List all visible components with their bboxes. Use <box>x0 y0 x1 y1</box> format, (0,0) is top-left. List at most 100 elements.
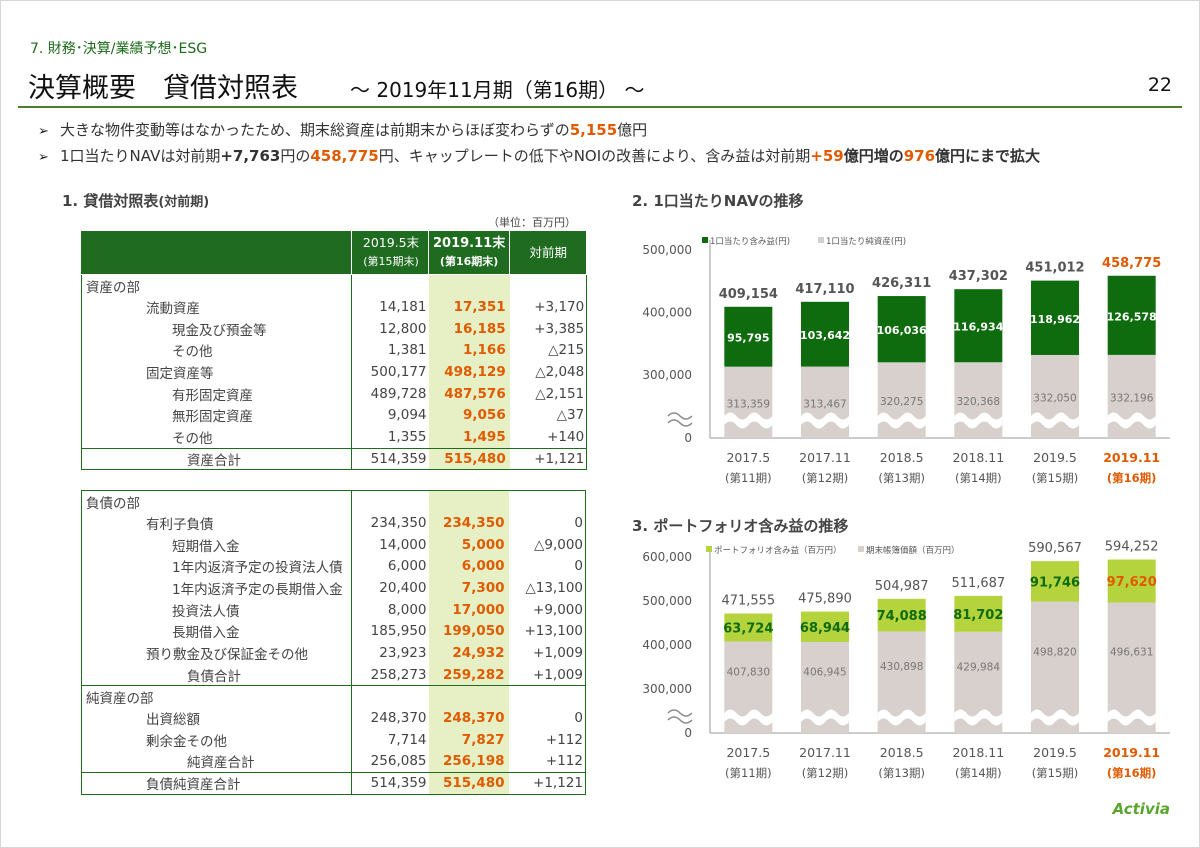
bar-top-segment <box>801 611 849 642</box>
bullet-text: 976 <box>903 147 936 165</box>
diff-value: △215 <box>509 339 588 362</box>
current-value: 5,000 <box>428 533 509 556</box>
bar-total-label: 426,311 <box>872 276 931 291</box>
table-row: 負債純資産合計 514,359 515,480 +1,121 <box>81 771 586 795</box>
current-value: 259,282 <box>428 664 509 686</box>
x-tick-label: 2017.11 <box>799 450 851 465</box>
section-label: 7. 財務･決算/業績予想･ESG <box>30 41 208 57</box>
bar-top-segment <box>1107 275 1156 355</box>
legend-swatch <box>706 546 712 552</box>
x-tick-sublabel: (第11期) <box>725 471 772 485</box>
prev-value: 514,359 <box>351 771 429 795</box>
bar-break-mark <box>877 709 926 726</box>
current-value: 515,480 <box>428 447 510 471</box>
header-cur-label: 2019.11末 <box>433 235 506 251</box>
current-value: 17,351 <box>428 296 510 318</box>
prev-value: 7,714 <box>351 729 429 751</box>
row-label: 純資産の部 <box>81 685 352 708</box>
bar-total-label: 437,302 <box>949 269 1008 284</box>
x-tick-sublabel: (第14期) <box>955 766 1002 780</box>
current-value: 498,129 <box>428 361 510 383</box>
bullet-arrow-icon: ➢ <box>38 150 49 165</box>
row-label: 短期借入金 <box>81 533 352 556</box>
row-label: 投資法人債 <box>81 598 352 621</box>
x-tick-label: 2018.5 <box>880 450 924 465</box>
bar-base-label: 429,984 <box>957 661 1001 673</box>
page-title: 決算概要 貸借対照表 <box>28 73 298 104</box>
bullet-text: 億円にまで拡大 <box>935 147 1041 165</box>
page-subtitle: ～ 2019年11月期（第16期） ～ <box>350 78 645 102</box>
portfolio-chart: 600,000 500,000 400,000 300,000 0 ポートフォリオ含み益（… <box>642 540 1170 780</box>
bullet-text: 5,155 <box>569 121 618 139</box>
prev-value: 8,000 <box>351 598 429 621</box>
bullet-text: 円の <box>280 147 311 165</box>
header-diff: 対前期 <box>509 230 588 275</box>
row-label: 剰余金その他 <box>81 729 352 751</box>
summary-bullet: ➢ 大きな物件変動等はなかったため、期末総資産は前期末からほぼ変わらずの5,155… <box>38 117 1040 143</box>
bar-total-label: 504,987 <box>875 579 929 594</box>
diff-value: △37 <box>509 404 588 427</box>
bullet-text: 1口当たりNAVは対前期 <box>60 147 221 165</box>
prev-value: 256,085 <box>351 750 429 773</box>
legend-swatch <box>858 546 864 552</box>
nav-heading: 2. 1口当たりNAVの推移 <box>632 192 804 210</box>
bullet-arrow-icon: ➢ <box>38 124 49 139</box>
table-row: その他 1,381 1,166 △215 <box>81 339 588 362</box>
y-tick-label: 0 <box>684 431 692 445</box>
diff-value <box>508 490 586 513</box>
legend-swatch <box>702 237 708 243</box>
bar-top-segment <box>954 595 1003 632</box>
table-row: 純資産合計 256,085 256,198 +112 <box>81 750 586 773</box>
header-prev: 2019.5末 (第15期末) <box>351 230 429 275</box>
table-row: 預り敷金及び保証金その他 23,923 24,932 +1,009 <box>81 642 586 664</box>
bar-base-label: 498,820 <box>1033 646 1076 658</box>
axis-break-icon <box>667 412 693 420</box>
prev-value: 20,400 <box>351 577 429 599</box>
bar-base-label: 320,275 <box>880 396 923 408</box>
diff-value <box>509 274 588 297</box>
table-row: 投資法人債 8,000 17,000 +9,000 <box>81 598 586 621</box>
x-tick-sublabel: (第15期) <box>1032 766 1079 780</box>
bar-break-mark <box>724 709 773 726</box>
x-tick-sublabel: (第16期) <box>1107 471 1157 485</box>
bar-top-label: 106,036 <box>877 324 927 337</box>
diff-value <box>508 685 586 708</box>
bar-base-label: 320,368 <box>957 396 1000 408</box>
table-heading: 1. 貸借対照表(対前期) <box>62 190 209 211</box>
x-tick-sublabel: (第16期) <box>1107 766 1157 780</box>
table-row: 現金及び預金等 12,800 16,185 +3,385 <box>81 317 588 340</box>
prev-value: 6,000 <box>351 555 429 578</box>
prev-value: 500,177 <box>351 361 429 383</box>
bar-top-label: 91,746 <box>1030 575 1080 590</box>
x-tick-label: 2018.11 <box>952 450 1004 465</box>
prev-value: 23,923 <box>351 642 429 664</box>
prev-value: 1,355 <box>351 426 429 448</box>
row-label: 負債純資産合計 <box>81 771 352 795</box>
table-header-row: 2019.5末 (第15期末) 2019.11末 (第16期末) 対前期 <box>81 230 588 275</box>
diff-value: +1,009 <box>508 642 586 664</box>
table-heading-note: (対前期) <box>158 195 210 210</box>
row-label: その他 <box>81 426 352 448</box>
x-tick-sublabel: (第13期) <box>878 471 925 485</box>
prev-value: 14,000 <box>351 533 429 556</box>
bar-base-label: 406,945 <box>803 666 846 678</box>
bar-base-label: 430,898 <box>880 661 923 673</box>
bar-top-label: 95,795 <box>727 332 769 345</box>
row-label: 資産の部 <box>81 274 352 297</box>
bar-top-segment <box>801 301 849 367</box>
table-row: 1年内返済予定の投資法人債 6,000 6,000 0 <box>81 555 586 578</box>
current-value: 256,198 <box>428 750 509 773</box>
table-row: 資産の部 <box>81 274 588 297</box>
bar-top-label: 118,962 <box>1030 313 1080 326</box>
axis-break-icon <box>667 419 693 427</box>
bar-top-segment <box>1031 280 1079 355</box>
x-tick-sublabel: (第14期) <box>955 471 1002 485</box>
legend-label: 1口当たり含み益(円) <box>710 236 790 247</box>
header-prev-sub: (第15期末) <box>363 255 419 268</box>
bar-break-mark <box>954 412 1003 429</box>
table-row: 固定資産等 500,177 498,129 △2,048 <box>81 361 588 383</box>
y-tick-label: 400,000 <box>642 638 692 652</box>
diff-value: +112 <box>508 750 586 773</box>
row-label: 出資総額 <box>81 707 352 730</box>
row-label: 無形固定資産 <box>81 404 352 427</box>
